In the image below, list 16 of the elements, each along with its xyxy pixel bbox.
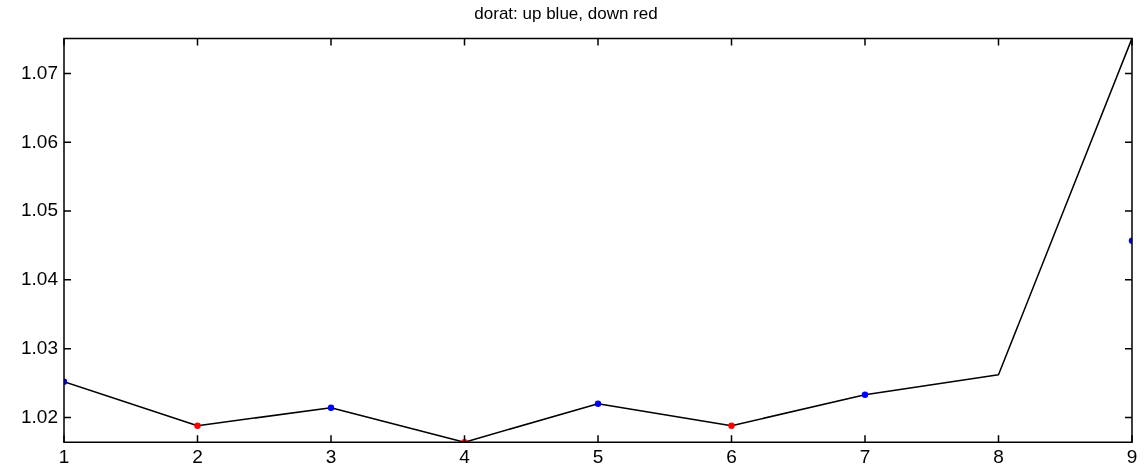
y-tick-label: 1.06 [21, 130, 58, 152]
x-tick-label: 3 [325, 445, 337, 467]
chart-title: dorat: up blue, down red [474, 3, 658, 23]
x-tick-label: 8 [993, 445, 1004, 467]
x-tick-label: 4 [459, 445, 471, 467]
x-tick-label: 9 [1126, 445, 1138, 467]
x-tick-label: 5 [592, 445, 604, 467]
y-tick-label: 1.02 [21, 405, 58, 427]
y-tick-label: 1.04 [21, 268, 59, 290]
y-tick-label: 1.05 [21, 199, 58, 221]
y-tick-label: 1.03 [21, 336, 58, 358]
x-tick-label: 7 [859, 445, 871, 467]
x-tick-label: 2 [192, 445, 203, 467]
x-tick-label: 1 [58, 445, 70, 467]
x-tick-label: 6 [726, 445, 737, 467]
y-tick-label: 1.07 [21, 61, 58, 83]
